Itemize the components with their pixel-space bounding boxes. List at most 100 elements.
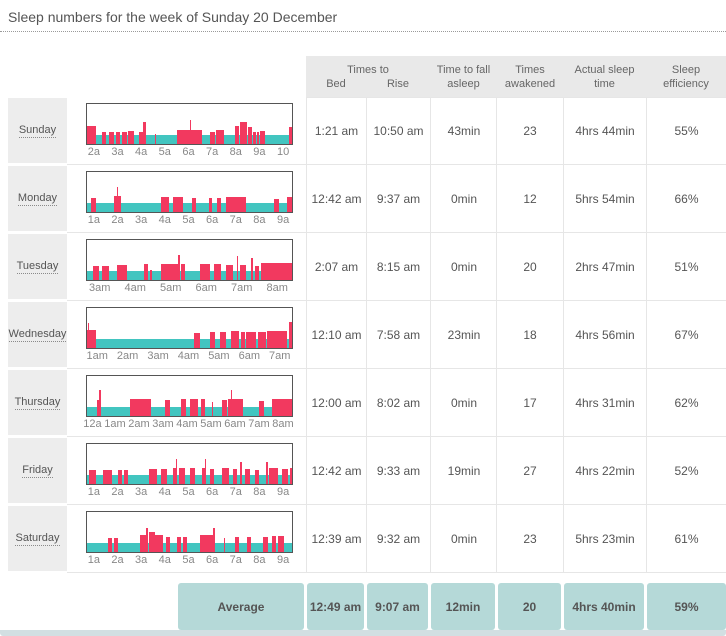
awake-bar	[89, 470, 97, 484]
axis-label: 4am	[176, 418, 198, 430]
axis-label: 7a	[229, 486, 242, 498]
awake-bar	[230, 390, 232, 416]
table-row-saturday: Saturday 1a 2a 3a 4a 5a 6a 7a 8a 9a 12:39 am 9:32 a…	[0, 505, 726, 573]
awake-bar	[176, 459, 178, 484]
header-bed: Bed	[326, 78, 346, 90]
awake-bar	[208, 198, 213, 212]
awake-bar	[239, 264, 246, 280]
day-link-monday[interactable]: Monday	[17, 191, 58, 206]
awake-bar	[263, 536, 269, 552]
awake-bar	[130, 399, 151, 416]
header-rise: Rise	[386, 78, 409, 90]
awake-bar	[102, 132, 107, 144]
awake-bar	[246, 536, 251, 552]
awake-bar	[258, 332, 267, 348]
sleep-chart-sunday	[86, 103, 293, 145]
chart-axis-friday: 1a 2a 3a 4a 5a 6a 7a 8a 9a	[82, 486, 295, 498]
axis-label: 1a	[87, 214, 100, 226]
grid-line	[67, 572, 726, 573]
cell-actual-sleep-saturday: 5hrs 23min	[563, 505, 646, 573]
day-link-friday[interactable]: Friday	[22, 463, 53, 478]
awake-bar	[148, 468, 157, 484]
axis-label: 3a	[135, 554, 148, 566]
axis-label: 5am	[160, 282, 182, 294]
awake-bar	[146, 528, 149, 552]
cell-awakened-monday: 12	[496, 165, 563, 233]
cell-fall-asleep-saturday: 0min	[430, 505, 497, 573]
axis-label: 5a	[158, 146, 171, 158]
axis-label: 1a	[87, 486, 100, 498]
day-link-tuesday[interactable]: Tuesday	[16, 259, 59, 274]
awake-bar	[200, 399, 205, 416]
awake-bar	[244, 468, 250, 484]
axis-label: 3a	[135, 214, 148, 226]
awake-bar	[189, 399, 198, 416]
cell-fall-asleep-tuesday: 0min	[430, 233, 497, 301]
average-fall-asleep: 12min	[431, 583, 495, 630]
asleep-band	[87, 271, 292, 280]
axis-label: 6a	[205, 554, 219, 566]
awake-bar	[261, 263, 292, 280]
grid-line	[67, 300, 726, 301]
awake-bar	[224, 538, 226, 552]
day-link-thursday[interactable]: Thursday	[14, 395, 61, 410]
axis-label: 5a	[182, 214, 195, 226]
awake-bar	[107, 538, 112, 552]
awake-bar	[277, 536, 284, 552]
awake-bar	[116, 187, 119, 212]
grid-line	[67, 164, 726, 165]
header-times-to: Times to	[347, 64, 389, 76]
cell-rise-saturday: 9:32 am	[366, 505, 430, 573]
header-efficiency-line2: efficiency	[663, 78, 709, 90]
day-link-saturday[interactable]: Saturday	[15, 531, 60, 546]
awake-bar	[201, 468, 206, 484]
awake-bar	[234, 126, 239, 144]
cell-rise-thursday: 8:02 am	[366, 369, 430, 437]
awake-bar	[210, 132, 216, 144]
bottom-bar	[0, 630, 726, 636]
cell-rise-monday: 9:37 am	[366, 165, 430, 233]
axis-label: 7a	[229, 554, 242, 566]
cell-rise-friday: 9:33 am	[366, 437, 430, 505]
axis-label: 7a	[205, 146, 219, 158]
cell-actual-sleep-monday: 5hrs 54min	[563, 165, 646, 233]
cell-efficiency-wednesday: 67%	[646, 301, 726, 369]
awake-bar	[216, 130, 225, 144]
day-link-sunday[interactable]: Sunday	[18, 123, 57, 138]
axis-label: 4am	[177, 350, 200, 362]
awake-bar	[267, 331, 287, 348]
axis-label: 7am	[231, 282, 253, 294]
awake-bar	[204, 459, 207, 484]
cell-fall-asleep-wednesday: 23min	[430, 301, 497, 369]
axis-label: 6a	[205, 486, 219, 498]
awake-bar	[288, 322, 292, 348]
day-link-wednesday[interactable]: Wednesday	[8, 327, 67, 342]
cell-fall-asleep-sunday: 43min	[430, 97, 497, 165]
awake-bar	[239, 462, 242, 484]
awake-bar	[189, 468, 195, 484]
awake-bar	[173, 196, 184, 212]
awake-bar	[230, 331, 239, 348]
average-awakened: 20	[498, 583, 561, 630]
cell-efficiency-sunday: 55%	[646, 97, 726, 165]
header-time-to-fall-asleep: Time to fall asleep	[430, 56, 497, 97]
awake-bar	[177, 536, 182, 552]
grid-line	[67, 232, 726, 233]
awake-bar	[247, 127, 253, 144]
awake-bar	[260, 130, 266, 144]
awake-bar	[128, 130, 135, 144]
axis-label: 9a	[253, 146, 266, 158]
awake-bar	[217, 198, 222, 212]
awake-bar	[210, 332, 216, 348]
sleep-chart-friday	[86, 443, 293, 485]
table-row-friday: Friday 1a 2a 3a 4a 5a 6a 7a 8a 9a 12:42 am 9:33 am 1…	[0, 437, 726, 505]
awake-bar	[255, 470, 260, 484]
axis-label: 8am	[272, 418, 294, 430]
awake-bar	[240, 332, 245, 348]
page-title: Sleep numbers for the week of Sunday 20 …	[8, 9, 338, 25]
axis-label: 3am	[152, 418, 174, 430]
grid-line	[67, 504, 726, 505]
awake-bar	[102, 266, 109, 280]
awake-bar	[108, 132, 114, 144]
